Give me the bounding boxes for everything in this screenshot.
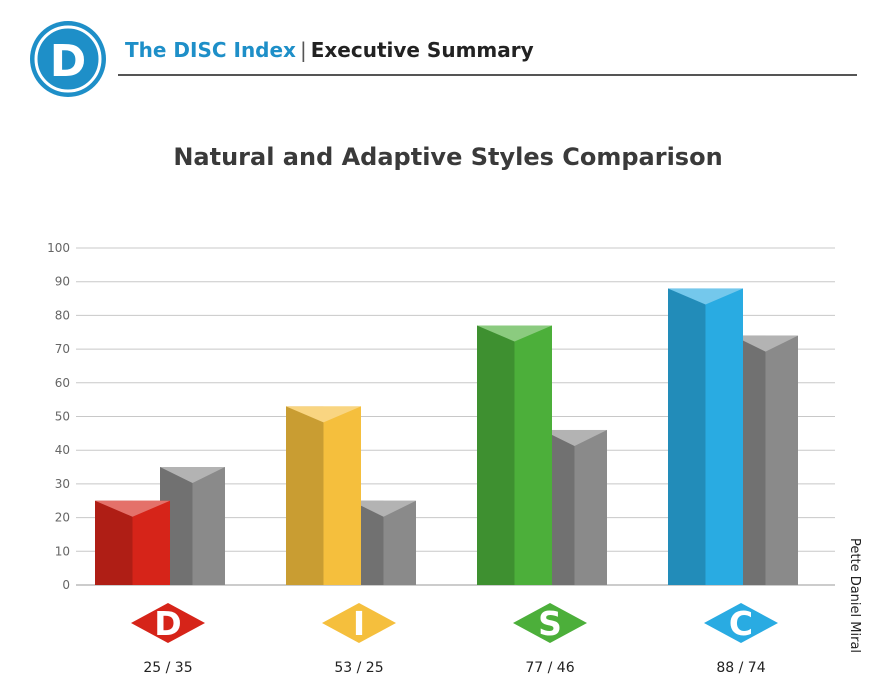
- adaptive-bar-I-top: [351, 500, 416, 517]
- header-separator: |: [299, 38, 307, 62]
- natural-bar-I-top: [286, 406, 361, 423]
- data-label-i: 53 / 25: [334, 660, 383, 676]
- data-label-s: 77 / 46: [525, 660, 574, 676]
- natural-bar-C-top: [668, 288, 743, 305]
- y-tick-label: 90: [55, 275, 70, 289]
- data-label-c: 88 / 74: [716, 660, 765, 676]
- natural-bar-C: [668, 288, 706, 585]
- y-tick-label: 20: [55, 511, 70, 525]
- y-tick-label: 60: [55, 376, 70, 390]
- natural-bar-I: [286, 406, 324, 585]
- y-tick-label: 10: [55, 544, 70, 558]
- adaptive-bar-S-face: [574, 429, 607, 585]
- y-tick-label: 50: [55, 410, 70, 424]
- chart-title: Natural and Adaptive Styles Comparison: [173, 143, 723, 171]
- disc-logo-icon: D: [30, 21, 106, 97]
- adaptive-bar-I-face: [383, 500, 416, 585]
- diamond-badge-s: [513, 603, 587, 643]
- category-letter-d: D: [154, 604, 181, 643]
- natural-bar-D-top: [95, 500, 170, 517]
- y-tick-label: 30: [55, 477, 70, 491]
- logo-letter: D: [50, 36, 87, 87]
- y-tick-label: 70: [55, 342, 70, 356]
- author-name: Pette Daniel Miral: [847, 538, 862, 654]
- diamond-badge-c: [704, 603, 778, 643]
- category-letter-s: S: [538, 604, 562, 643]
- natural-bar-C-face: [705, 288, 743, 585]
- natural-bar-S-top: [477, 325, 552, 342]
- adaptive-bar-D-face: [192, 467, 225, 585]
- category-letter-i: I: [353, 604, 365, 643]
- y-tick-label: 40: [55, 443, 70, 457]
- natural-bar-D-face: [132, 500, 170, 585]
- y-tick-label: 0: [62, 578, 70, 592]
- adaptive-bar-S-top: [542, 429, 607, 446]
- diamond-badge-d: [131, 603, 205, 643]
- header-divider: [118, 74, 857, 76]
- diamond-badge-i: [322, 603, 396, 643]
- adaptive-bar-C-face: [765, 335, 798, 585]
- section-title: Executive Summary: [310, 38, 534, 62]
- natural-bar-I-face: [323, 406, 361, 585]
- category-letter-c: C: [729, 604, 753, 643]
- data-label-d: 25 / 35: [143, 660, 192, 676]
- natural-bar-D: [95, 500, 133, 585]
- y-tick-label: 100: [47, 241, 70, 255]
- adaptive-bar-D-top: [160, 467, 225, 484]
- natural-bar-S: [477, 325, 515, 585]
- y-tick-label: 80: [55, 308, 70, 322]
- adaptive-bar-C-top: [733, 335, 798, 352]
- natural-bar-S-face: [514, 325, 552, 585]
- brand-name: The DISC Index: [125, 38, 296, 62]
- header-title: The DISC Index | Executive Summary: [125, 38, 534, 62]
